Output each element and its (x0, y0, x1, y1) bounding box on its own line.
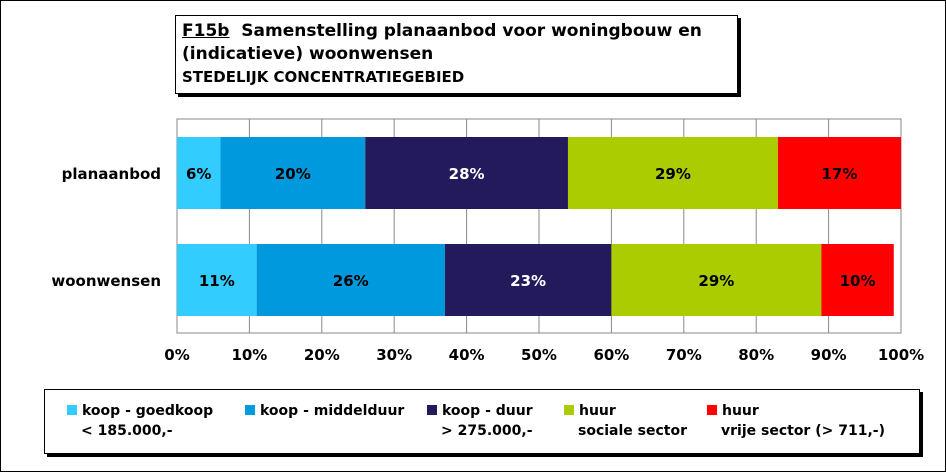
chart-title-box: F15b Samenstelling planaanbod voor wonin… (175, 15, 738, 94)
data-label: 28% (449, 165, 485, 183)
legend-label: koop - middelduur (260, 403, 405, 419)
x-tick-label: 70% (666, 346, 702, 364)
legend-swatch (707, 405, 717, 415)
bar-segment (177, 244, 257, 316)
chart-title-line1: F15b Samenstelling planaanbod voor wonin… (182, 20, 731, 43)
bar-segment (365, 137, 568, 209)
x-tick-label: 0% (164, 346, 189, 364)
legend-item-koop-duur: koop - duur > 275.000,- (427, 401, 533, 441)
x-tick-label: 30% (376, 346, 412, 364)
legend-swatch (564, 405, 574, 415)
data-label: 17% (822, 165, 858, 183)
data-label: 29% (655, 165, 691, 183)
legend-item-koop-middelduur: koop - middelduur (245, 401, 404, 421)
x-tick-label: 90% (811, 346, 847, 364)
legend-swatch (427, 405, 437, 415)
x-tick-label: 20% (304, 346, 340, 364)
legend-sublabel: sociale sector (578, 423, 688, 439)
category-label: planaanbod (62, 165, 161, 183)
legend-swatch (67, 405, 77, 415)
category-label: woonwensen (51, 272, 161, 290)
legend-label: huur (722, 403, 759, 419)
bar-segment (567, 137, 778, 209)
legend: koop - goedkoop < 185.000,- koop - midde… (44, 389, 920, 454)
data-label: 10% (840, 272, 876, 290)
bar-segment (177, 137, 221, 209)
legend-label: koop - duur (442, 403, 533, 419)
x-tick-label: 60% (593, 346, 629, 364)
legend-label: koop - goedkoop (82, 403, 214, 419)
legend-item-huur-vrij: huur vrije sector (> 711,-) (707, 401, 885, 441)
legend-sublabel: < 185.000,- (81, 423, 173, 439)
bar-segment (220, 137, 366, 209)
bar-segment (611, 244, 822, 316)
x-tick-label: 50% (521, 346, 557, 364)
x-tick-label: 10% (231, 346, 267, 364)
legend-item-koop-goedkoop: koop - goedkoop < 185.000,- (67, 401, 213, 441)
bar-segment (256, 244, 445, 316)
x-tick-label: 40% (449, 346, 485, 364)
figure-code: F15b (182, 21, 230, 41)
chart-title-part1: Samenstelling planaanbod voor woningbouw… (241, 21, 702, 41)
data-label: 29% (698, 272, 734, 290)
chart-title-part2: (indicatieve) woonwensen (182, 44, 434, 64)
data-label: 26% (333, 272, 369, 290)
bar-segment (444, 244, 612, 316)
chart-subtitle: STEDELIJK CONCENTRATIEGEBIED (182, 68, 465, 86)
bar-segment (821, 244, 894, 316)
data-label: 20% (275, 165, 311, 183)
legend-item-huur-sociaal: huur sociale sector (564, 401, 687, 441)
bar-segment (777, 137, 901, 209)
legend-sublabel: > 275.000,- (441, 423, 533, 439)
legend-label: huur (579, 403, 616, 419)
data-label: 6% (186, 165, 211, 183)
x-tick-label: 80% (738, 346, 774, 364)
x-tick-label: 100% (878, 346, 924, 364)
legend-swatch (245, 405, 255, 415)
legend-sublabel: vrije sector (> 711,-) (721, 423, 885, 439)
data-label: 23% (510, 272, 546, 290)
data-label: 11% (199, 272, 235, 290)
